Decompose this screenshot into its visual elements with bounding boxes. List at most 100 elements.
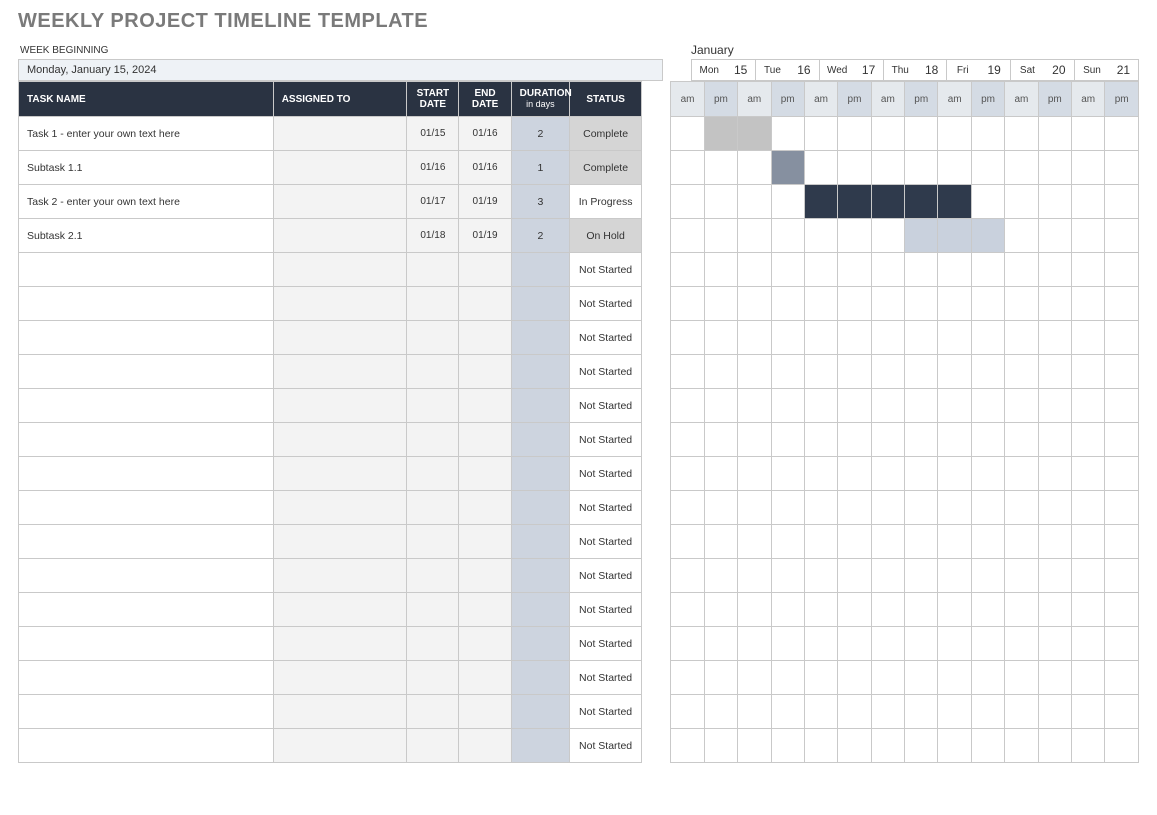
status-cell[interactable]: Not Started xyxy=(570,627,642,661)
start-date-cell[interactable] xyxy=(407,457,459,491)
end-date-cell[interactable] xyxy=(459,559,511,593)
gantt-slot xyxy=(838,219,871,253)
end-date-cell[interactable] xyxy=(459,457,511,491)
status-cell[interactable]: Not Started xyxy=(570,661,642,695)
end-date-cell[interactable] xyxy=(459,321,511,355)
start-date-cell[interactable]: 01/16 xyxy=(407,151,459,185)
task-cell[interactable] xyxy=(19,287,274,321)
assigned-cell[interactable] xyxy=(273,695,407,729)
task-cell[interactable] xyxy=(19,661,274,695)
assigned-cell[interactable] xyxy=(273,253,407,287)
assigned-cell[interactable] xyxy=(273,117,407,151)
end-date-cell[interactable]: 01/19 xyxy=(459,185,511,219)
assigned-cell[interactable] xyxy=(273,389,407,423)
task-cell[interactable]: Task 2 - enter your own text here xyxy=(19,185,274,219)
start-date-cell[interactable]: 01/17 xyxy=(407,185,459,219)
start-date-cell[interactable] xyxy=(407,321,459,355)
task-cell[interactable] xyxy=(19,593,274,627)
status-cell[interactable]: Not Started xyxy=(570,457,642,491)
end-date-cell[interactable] xyxy=(459,423,511,457)
task-cell[interactable] xyxy=(19,321,274,355)
week-beginning-value[interactable]: Monday, January 15, 2024 xyxy=(18,59,663,81)
task-cell[interactable] xyxy=(19,457,274,491)
task-cell[interactable]: Subtask 1.1 xyxy=(19,151,274,185)
gantt-slot xyxy=(1072,321,1105,355)
assigned-cell[interactable] xyxy=(273,321,407,355)
start-date-cell[interactable] xyxy=(407,661,459,695)
end-date-cell[interactable] xyxy=(459,389,511,423)
start-date-cell[interactable] xyxy=(407,253,459,287)
start-date-cell[interactable] xyxy=(407,355,459,389)
task-cell[interactable] xyxy=(19,695,274,729)
task-cell[interactable] xyxy=(19,355,274,389)
assigned-cell[interactable] xyxy=(273,219,407,253)
status-cell[interactable]: Not Started xyxy=(570,423,642,457)
status-cell[interactable]: Not Started xyxy=(570,491,642,525)
assigned-cell[interactable] xyxy=(273,593,407,627)
end-date-cell[interactable] xyxy=(459,627,511,661)
assigned-cell[interactable] xyxy=(273,491,407,525)
status-cell[interactable]: On Hold xyxy=(570,219,642,253)
status-cell[interactable]: Not Started xyxy=(570,253,642,287)
task-cell[interactable] xyxy=(19,559,274,593)
assigned-cell[interactable] xyxy=(273,423,407,457)
assigned-cell[interactable] xyxy=(273,287,407,321)
task-cell[interactable]: Task 1 - enter your own text here xyxy=(19,117,274,151)
assigned-cell[interactable] xyxy=(273,627,407,661)
status-cell[interactable]: Not Started xyxy=(570,321,642,355)
assigned-cell[interactable] xyxy=(273,729,407,763)
end-date-cell[interactable] xyxy=(459,525,511,559)
task-cell[interactable] xyxy=(19,253,274,287)
task-cell[interactable] xyxy=(19,729,274,763)
status-cell[interactable]: Not Started xyxy=(570,525,642,559)
task-cell[interactable] xyxy=(19,491,274,525)
status-cell[interactable]: Complete xyxy=(570,117,642,151)
status-cell[interactable]: Not Started xyxy=(570,355,642,389)
start-date-cell[interactable]: 01/18 xyxy=(407,219,459,253)
end-date-cell[interactable] xyxy=(459,661,511,695)
status-cell[interactable]: Not Started xyxy=(570,695,642,729)
start-date-cell[interactable] xyxy=(407,559,459,593)
task-cell[interactable] xyxy=(19,389,274,423)
end-date-cell[interactable]: 01/16 xyxy=(459,151,511,185)
task-cell[interactable] xyxy=(19,423,274,457)
start-date-cell[interactable] xyxy=(407,287,459,321)
assigned-cell[interactable] xyxy=(273,151,407,185)
start-date-cell[interactable] xyxy=(407,593,459,627)
start-date-cell[interactable] xyxy=(407,525,459,559)
end-date-cell[interactable] xyxy=(459,253,511,287)
assigned-cell[interactable] xyxy=(273,525,407,559)
status-cell[interactable]: Not Started xyxy=(570,593,642,627)
gantt-slot xyxy=(871,151,904,185)
status-cell[interactable]: Not Started xyxy=(570,559,642,593)
start-date-cell[interactable] xyxy=(407,695,459,729)
end-date-cell[interactable]: 01/16 xyxy=(459,117,511,151)
end-date-cell[interactable] xyxy=(459,729,511,763)
assigned-cell[interactable] xyxy=(273,559,407,593)
start-date-cell[interactable] xyxy=(407,423,459,457)
assigned-cell[interactable] xyxy=(273,185,407,219)
status-cell[interactable]: Not Started xyxy=(570,729,642,763)
start-date-cell[interactable]: 01/15 xyxy=(407,117,459,151)
task-cell[interactable] xyxy=(19,627,274,661)
task-cell[interactable]: Subtask 2.1 xyxy=(19,219,274,253)
assigned-cell[interactable] xyxy=(273,355,407,389)
start-date-cell[interactable] xyxy=(407,491,459,525)
end-date-cell[interactable]: 01/19 xyxy=(459,219,511,253)
status-cell[interactable]: Not Started xyxy=(570,389,642,423)
status-cell[interactable]: Not Started xyxy=(570,287,642,321)
task-cell[interactable] xyxy=(19,525,274,559)
status-cell[interactable]: In Progress xyxy=(570,185,642,219)
assigned-cell[interactable] xyxy=(273,661,407,695)
start-date-cell[interactable] xyxy=(407,389,459,423)
end-date-cell[interactable] xyxy=(459,695,511,729)
end-date-cell[interactable] xyxy=(459,355,511,389)
start-date-cell[interactable] xyxy=(407,729,459,763)
status-cell[interactable]: Complete xyxy=(570,151,642,185)
day-name: Mon xyxy=(700,65,719,76)
end-date-cell[interactable] xyxy=(459,593,511,627)
end-date-cell[interactable] xyxy=(459,287,511,321)
end-date-cell[interactable] xyxy=(459,491,511,525)
assigned-cell[interactable] xyxy=(273,457,407,491)
start-date-cell[interactable] xyxy=(407,627,459,661)
